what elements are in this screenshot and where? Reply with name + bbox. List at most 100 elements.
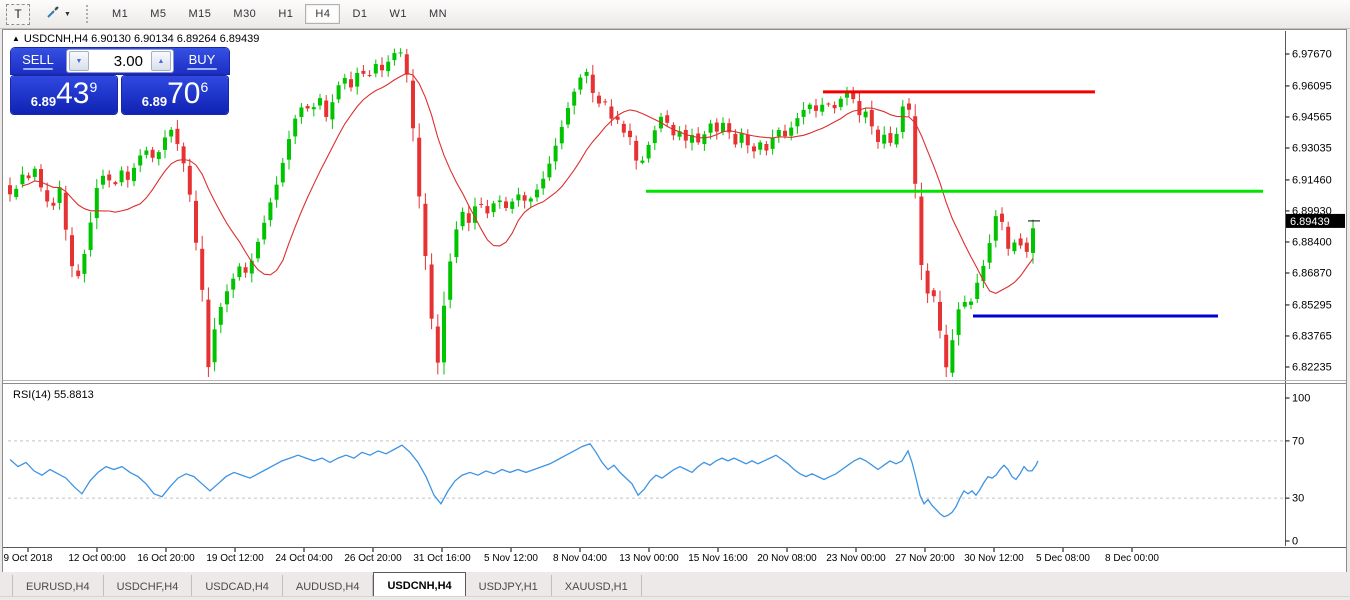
candle-body	[479, 204, 483, 205]
candle-body	[324, 101, 328, 117]
candle-body	[541, 179, 545, 189]
candle-body	[306, 106, 310, 108]
candle-body	[175, 129, 179, 144]
candle-body	[39, 169, 43, 187]
time-axis-label: 31 Oct 16:00	[413, 553, 470, 564]
time-axis-label: 27 Nov 20:00	[895, 553, 955, 564]
candle-body	[864, 112, 868, 118]
rsi-axis-label: 0	[1292, 536, 1298, 548]
triangle-up-icon: ▲	[158, 58, 165, 65]
candle-body	[330, 102, 334, 119]
candle-body	[994, 216, 998, 241]
candle-body	[374, 64, 378, 73]
text-tool-label: T	[14, 7, 21, 21]
volume-increase-button[interactable]: ▲	[151, 51, 171, 71]
timeframe-button-m15[interactable]: M15	[179, 4, 222, 24]
candle-body	[647, 145, 651, 158]
candle-body	[535, 190, 539, 198]
candle-body	[318, 98, 322, 105]
volume-decrease-button[interactable]: ▼	[69, 51, 89, 71]
candle-body	[392, 53, 396, 60]
text-tool-button[interactable]: T	[6, 4, 30, 25]
price-axis-label: 6.96095	[1292, 80, 1332, 92]
timeframe-button-m30[interactable]: M30	[223, 4, 266, 24]
triangle-up-icon: ▲	[12, 34, 20, 43]
candle-body	[510, 202, 514, 209]
chevron-down-icon: ▼	[64, 11, 71, 18]
chart-tab-usdcad[interactable]: USDCAD,H4	[192, 575, 283, 596]
candle-body	[268, 202, 272, 220]
candle-body	[76, 271, 80, 277]
sell-button[interactable]: SELL	[11, 48, 65, 74]
time-axis-label: 19 Oct 12:00	[206, 553, 263, 564]
top-toolbar: T ▼ M1M5M15M30H1H4D1W1MN	[0, 0, 1350, 29]
toolbar-grip-handle[interactable]	[86, 5, 91, 23]
chart-tab-audusd[interactable]: AUDUSD,H4	[283, 575, 374, 596]
candle-body	[870, 110, 874, 126]
timeframe-button-m5[interactable]: M5	[140, 4, 176, 24]
time-axis-label: 5 Dec 08:00	[1036, 553, 1090, 564]
volume-input[interactable]: 3.00	[89, 53, 151, 70]
candle-body	[926, 271, 930, 294]
candle-body	[963, 302, 967, 307]
candle-body	[231, 279, 235, 290]
buy-price-button[interactable]: 6.89706	[122, 76, 228, 114]
arrows-tool-button[interactable]: ▼	[42, 2, 74, 27]
candle-body	[219, 307, 223, 325]
candle-body	[932, 290, 936, 296]
candle-body	[64, 193, 68, 230]
chart-tab-usdcnh[interactable]: USDCNH,H4	[373, 572, 465, 596]
current-price-tag-text: 6.89439	[1290, 216, 1330, 228]
sell-price-button[interactable]: 6.89439	[11, 76, 117, 114]
candle-body	[721, 123, 725, 132]
candle-body	[58, 187, 62, 203]
candle-body	[293, 119, 297, 137]
candle-body	[523, 195, 527, 200]
candle-body	[876, 130, 880, 142]
candle-body	[337, 85, 341, 99]
candle-body	[771, 138, 775, 149]
candle-body	[609, 107, 613, 119]
candle-body	[907, 103, 911, 109]
candle-body	[262, 223, 266, 240]
rsi-axis-label: 30	[1292, 493, 1304, 505]
candle-body	[554, 146, 558, 162]
candle-body	[895, 134, 899, 145]
price-axis-label: 6.88400	[1292, 236, 1332, 248]
candle-body	[442, 306, 446, 363]
candle-body	[8, 185, 12, 194]
timeframe-button-d1[interactable]: D1	[342, 4, 377, 24]
price-axis-label: 6.91460	[1292, 174, 1332, 186]
triangle-down-icon: ▼	[76, 58, 83, 65]
chart-tab-eurusd[interactable]: EURUSD,H4	[12, 575, 104, 596]
candle-body	[312, 107, 316, 109]
rsi-axis-label: 70	[1292, 435, 1304, 447]
chart-tab-usdchf[interactable]: USDCHF,H4	[104, 575, 193, 596]
buy-button[interactable]: BUY	[175, 48, 229, 74]
candle-body	[287, 139, 291, 160]
candle-body	[423, 204, 427, 256]
candle-body	[1000, 214, 1004, 222]
candle-body	[151, 150, 155, 158]
trade-panel-price-row: 6.89439 6.89706	[11, 76, 229, 114]
candle-body	[206, 300, 210, 367]
volume-spinner: ▼ 3.00 ▲	[66, 49, 174, 73]
candle-body	[702, 134, 706, 144]
timeframe-button-mn[interactable]: MN	[419, 4, 457, 24]
time-axis-label: 24 Oct 04:00	[275, 553, 332, 564]
candle-body	[826, 104, 830, 105]
candle-body	[454, 229, 458, 257]
candle-body	[380, 65, 384, 70]
candle-body	[498, 200, 502, 202]
timeframe-button-h1[interactable]: H1	[268, 4, 303, 24]
timeframe-button-m1[interactable]: M1	[102, 4, 138, 24]
chart-tab-usdjpy[interactable]: USDJPY,H1	[466, 575, 552, 596]
timeframe-button-h4[interactable]: H4	[305, 4, 340, 24]
arrows-tool-icon	[45, 4, 61, 25]
candle-body	[758, 142, 762, 149]
chart-tab-xauusd[interactable]: XAUUSD,H1	[552, 575, 642, 596]
candle-body	[213, 329, 217, 362]
candle-body	[1031, 228, 1035, 253]
timeframe-button-w1[interactable]: W1	[380, 4, 418, 24]
candle-body	[436, 327, 440, 363]
